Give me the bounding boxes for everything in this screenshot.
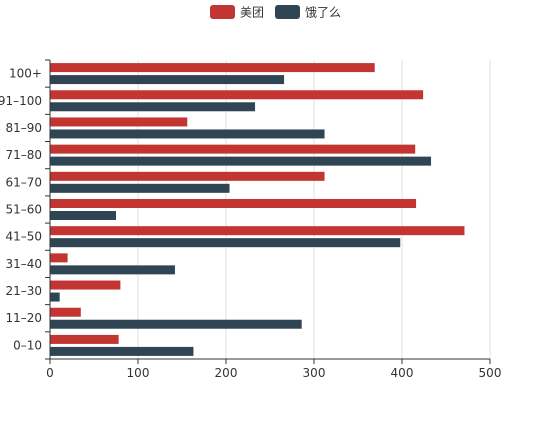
bar-eleme-0[interactable] (50, 346, 194, 356)
bar-eleme-7[interactable] (50, 156, 432, 166)
y-tick-label: 71–80 (5, 148, 42, 162)
x-tick-label: 400 (391, 366, 414, 380)
x-tick-label: 300 (303, 366, 326, 380)
y-tick-label: 51–60 (5, 203, 42, 217)
y-tick-label: 81–90 (5, 121, 42, 135)
y-tick-label: 91–100 (0, 94, 42, 108)
x-tick-label: 0 (46, 366, 54, 380)
bar-eleme-8[interactable] (50, 129, 325, 139)
bars (50, 63, 465, 356)
y-tick-label: 31–40 (5, 257, 42, 271)
bar-meituan-3[interactable] (50, 253, 68, 263)
bar-meituan-5[interactable] (50, 199, 417, 208)
bar-eleme-1[interactable] (50, 319, 302, 329)
y-tick-label: 11–20 (5, 311, 42, 325)
legend-swatch (210, 5, 235, 19)
axes: 0–10 11–20 21–30 31–40 41–50 51–60 61–70 71–80 8… (0, 59, 502, 380)
bar-eleme-6[interactable] (50, 183, 230, 193)
x-tick-label: 100 (127, 366, 150, 380)
bar-eleme-9[interactable] (50, 102, 256, 112)
y-tick-label: 0–10 (13, 338, 42, 352)
bar-meituan-0[interactable] (50, 334, 119, 344)
x-tick-label: 200 (215, 366, 238, 380)
y-tick-label: 61–70 (5, 175, 42, 189)
bar-eleme-2[interactable] (50, 292, 60, 302)
y-tick-label: 100+ (9, 67, 42, 81)
legend-label: 美团 (240, 6, 264, 20)
bar-meituan-9[interactable] (50, 90, 424, 100)
x-tick-label: 500 (479, 366, 502, 380)
bar-meituan-4[interactable] (50, 226, 465, 236)
bar-eleme-4[interactable] (50, 238, 401, 248)
bar-meituan-8[interactable] (50, 117, 188, 127)
y-tick-label: 41–50 (5, 230, 42, 244)
bar-meituan-6[interactable] (50, 171, 325, 181)
bar-meituan-7[interactable] (50, 144, 416, 154)
bar-eleme-10[interactable] (50, 75, 285, 85)
legend-swatch (275, 5, 300, 19)
bar-meituan-1[interactable] (50, 307, 81, 317)
legend[interactable]: 美团 饿了么 (210, 5, 341, 20)
bar-meituan-2[interactable] (50, 280, 121, 290)
bar-eleme-3[interactable] (50, 265, 175, 275)
bar-meituan-10[interactable] (50, 63, 375, 73)
legend-item-1[interactable]: 饿了么 (275, 5, 341, 20)
bar-eleme-5[interactable] (50, 211, 116, 220)
y-tick-label: 21–30 (5, 284, 42, 298)
legend-item-0[interactable]: 美团 (210, 5, 264, 20)
legend-label: 饿了么 (305, 6, 341, 20)
